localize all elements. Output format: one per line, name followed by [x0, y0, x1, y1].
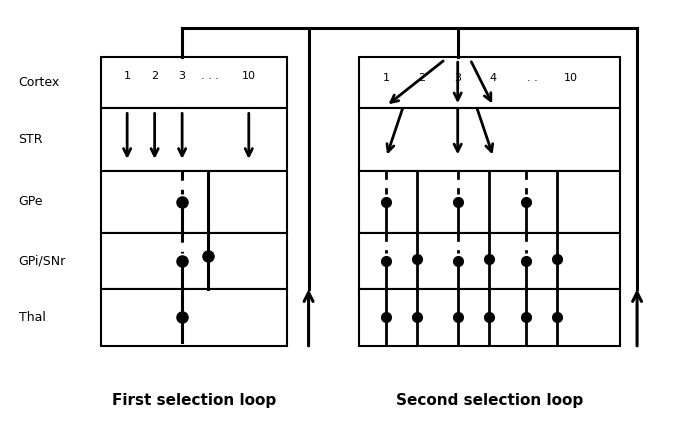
Text: Cortex: Cortex: [19, 76, 60, 89]
Text: 10: 10: [564, 73, 578, 83]
Text: 1: 1: [124, 71, 130, 81]
Text: 2: 2: [151, 71, 158, 81]
Text: . . .: . . .: [201, 71, 219, 81]
Bar: [359, 289, 620, 346]
Text: GPi/SNr: GPi/SNr: [19, 254, 66, 267]
Text: Thal: Thal: [19, 311, 46, 324]
Text: First selection loop: First selection loop: [112, 393, 276, 408]
Bar: [359, 233, 620, 289]
Text: 4: 4: [490, 73, 497, 83]
Text: Second selection loop: Second selection loop: [395, 393, 583, 408]
Text: GPe: GPe: [19, 195, 43, 208]
Text: 10: 10: [241, 71, 256, 81]
Bar: [359, 108, 620, 171]
Text: 3: 3: [454, 73, 461, 83]
Text: STR: STR: [19, 133, 43, 146]
Text: 3: 3: [179, 71, 186, 81]
Bar: [359, 171, 620, 233]
Bar: [101, 108, 286, 171]
Text: . .: . .: [526, 73, 538, 83]
Text: 1: 1: [383, 73, 390, 83]
Bar: [101, 57, 286, 108]
Bar: [101, 233, 286, 289]
Bar: [101, 289, 286, 346]
Bar: [101, 171, 286, 233]
Text: 2: 2: [418, 73, 426, 83]
Bar: [359, 57, 620, 108]
